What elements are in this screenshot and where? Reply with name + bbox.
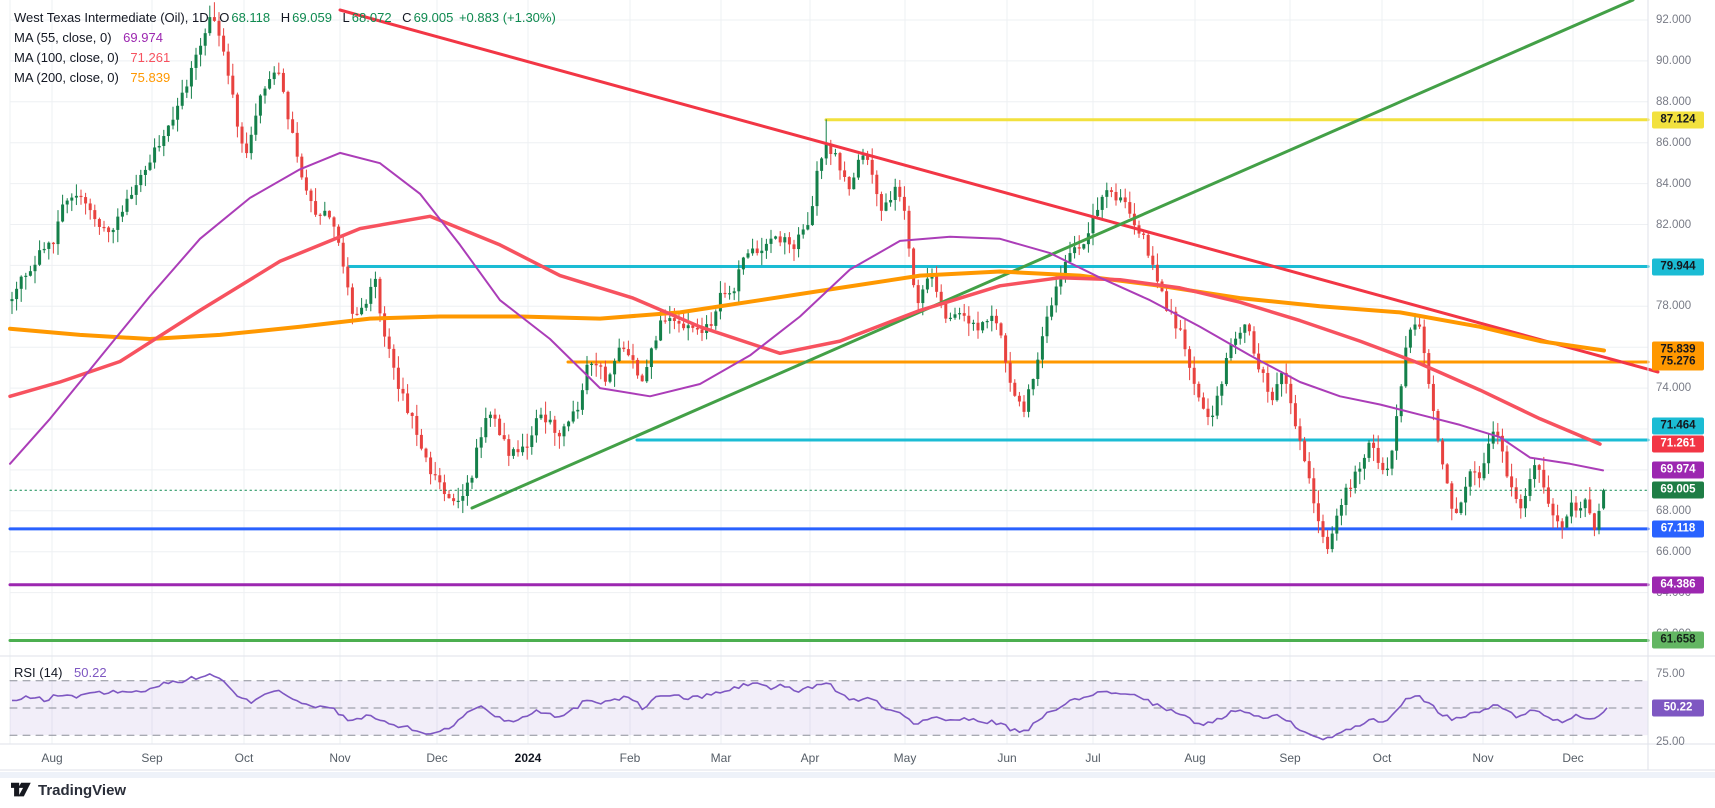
price-badge: 75.276 [1652, 353, 1704, 371]
ma-200-legend[interactable]: MA (200, close, 0) 75.839 [14, 68, 556, 87]
month-label: Feb [619, 751, 641, 765]
price-badge: 71.261 [1652, 435, 1704, 453]
symbol-legend: West Texas Intermediate (Oil), 1D O 68.11… [14, 8, 556, 88]
month-label: Jul [1085, 751, 1101, 765]
price-badge: 87.124 [1652, 111, 1704, 129]
month-label: Aug [1184, 751, 1206, 765]
rsi-tick-label: 75.00 [1656, 668, 1685, 680]
month-label: Mar [710, 751, 732, 765]
month-label: Aug [41, 751, 63, 765]
price-tick-label: 88.000 [1656, 95, 1692, 108]
month-label: May [893, 751, 917, 765]
ohlc-close-value: 69.005 [413, 10, 454, 25]
month-label: Sep [1279, 751, 1301, 765]
price-badge: 69.974 [1652, 461, 1704, 479]
ohlc-high-label: H [280, 10, 291, 25]
ohlc-open-value: 68.118 [231, 10, 271, 25]
ma-55-value: 69.974 [123, 30, 163, 45]
price-badge: 64.386 [1652, 576, 1704, 594]
price-badge: 67.118 [1652, 520, 1704, 538]
price-tick-label: 82.000 [1656, 218, 1692, 231]
price-badge: 61.658 [1652, 631, 1704, 649]
month-label: Oct [1372, 751, 1392, 765]
month-label: Jun [997, 751, 1017, 765]
ma-100-label: MA (100, close, 0) [14, 50, 119, 65]
tradingview-logo[interactable]: TradingView [10, 780, 126, 800]
price-tick-label: 66.000 [1656, 545, 1692, 558]
rsi-value: 50.22 [74, 665, 107, 680]
price-badge: 71.464 [1652, 417, 1704, 435]
ohlc-low-value: 68.072 [351, 10, 392, 25]
price-tick-label: 92.000 [1656, 14, 1692, 26]
price-badge: 79.944 [1652, 258, 1704, 276]
ohlc-change-value: +0.883 (+1.30%) [458, 10, 556, 25]
ohlc-low-label: L [342, 10, 350, 25]
price-tick-label: 86.000 [1656, 136, 1692, 149]
ohlc-close-label: C [402, 10, 412, 25]
price-tick-label: 90.000 [1656, 54, 1692, 67]
ma-55-label: MA (55, close, 0) [14, 30, 112, 45]
tradingview-wordmark: TradingView [38, 781, 127, 799]
month-label: Oct [234, 751, 254, 765]
month-label: Nov [1472, 751, 1494, 765]
ohlc-open-label: O [219, 10, 230, 25]
symbol-row[interactable]: West Texas Intermediate (Oil), 1D O 68.11… [14, 8, 556, 27]
price-tick-label: 68.000 [1656, 504, 1692, 517]
tradingview-mark-icon [11, 782, 31, 797]
rsi-legend[interactable]: RSI (14) 50.22 [14, 665, 107, 680]
ma-100-value: 71.261 [130, 50, 171, 65]
symbol-title[interactable]: West Texas Intermediate (Oil), 1D [14, 10, 209, 25]
rsi-label: RSI (14) [14, 665, 63, 680]
month-label: 2024 [514, 751, 542, 765]
ma-200-value: 75.839 [130, 70, 171, 85]
month-label: Sep [141, 751, 163, 765]
axis-bottom-accent [0, 772, 1715, 778]
month-label: Dec [426, 751, 448, 765]
ma-100-legend[interactable]: MA (100, close, 0) 71.261 [14, 48, 556, 67]
month-label: Dec [1562, 751, 1584, 765]
rsi-tick-label: 25.00 [1656, 736, 1685, 748]
time-axis[interactable] [0, 745, 1715, 771]
price-tick-label: 74.000 [1656, 382, 1692, 395]
month-label: Nov [329, 751, 351, 765]
rsi-badge: 50.22 [1652, 699, 1704, 717]
month-label: Apr [800, 751, 820, 765]
ohlc-high-value: 69.059 [292, 10, 332, 25]
price-tick-label: 78.000 [1656, 300, 1692, 313]
ma-200-label: MA (200, close, 0) [14, 70, 119, 85]
ma-55-legend[interactable]: MA (55, close, 0) 69.974 [14, 28, 556, 47]
price-tick-label: 84.000 [1656, 177, 1692, 190]
price-badge: 69.005 [1652, 481, 1704, 499]
